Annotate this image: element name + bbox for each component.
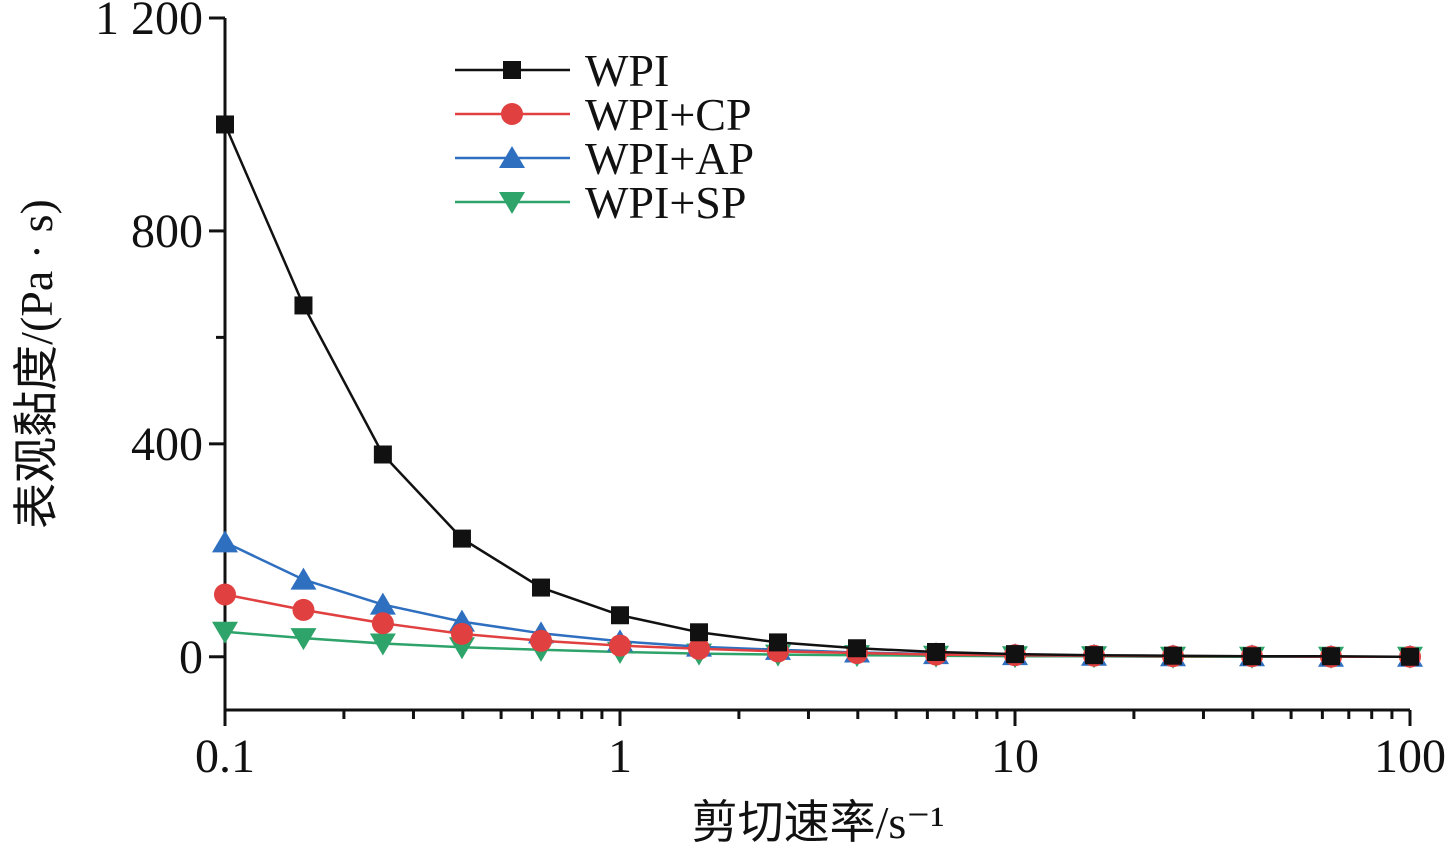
x-tick-label: 100 [1374, 730, 1446, 783]
data-point [290, 567, 317, 590]
data-point [1164, 646, 1183, 665]
series-line [223, 124, 1411, 659]
legend-label: WPI+AP [585, 133, 754, 184]
legend-label: WPI+SP [585, 177, 746, 228]
x-axis-title: 剪切速率/s⁻¹ [692, 797, 945, 848]
x-tick-label: 0.1 [195, 730, 255, 783]
series-line [224, 593, 1410, 659]
data-point [369, 633, 396, 656]
legend-marker [503, 61, 521, 79]
data-point [290, 628, 317, 651]
data-point [369, 592, 396, 615]
data-point [294, 296, 313, 315]
axes: 0 400 800 1 200 0.1 1 10 100 [95, 0, 1446, 783]
legend-label: WPI+CP [585, 89, 752, 140]
legend-label: WPI [585, 45, 669, 96]
data-point [688, 637, 711, 660]
legend-marker [499, 146, 525, 168]
data-point [927, 642, 946, 661]
data-point [216, 115, 234, 134]
data-point [532, 578, 551, 597]
data-point [292, 598, 315, 621]
legend-item-wpi-cp: WPI+CP [455, 89, 752, 140]
data-point [609, 634, 631, 657]
data-point [530, 629, 553, 652]
series-wpi [216, 115, 1419, 666]
data-point [371, 612, 394, 635]
data-point [212, 530, 238, 553]
y-tick-label: 800 [131, 205, 203, 258]
series-group [212, 115, 1423, 669]
data-point [212, 621, 238, 644]
y-tick-label: 400 [131, 418, 203, 471]
data-point [1322, 647, 1341, 666]
series-line [224, 541, 1410, 659]
data-point [373, 445, 392, 464]
legend-marker [499, 192, 525, 214]
data-point [1085, 646, 1104, 665]
data-point [1401, 647, 1419, 666]
data-point [769, 633, 788, 652]
data-point [450, 622, 473, 645]
y-axis-title: 表观黏度/(Pa · s) [11, 199, 62, 529]
legend-marker [501, 103, 523, 125]
data-point [847, 639, 866, 658]
data-point [1242, 647, 1261, 666]
x-tick-label: 1 [608, 730, 632, 783]
data-point [611, 606, 629, 625]
y-tick-label: 0 [179, 631, 203, 684]
data-point [214, 583, 236, 606]
legend-item-wpi: WPI [455, 45, 669, 96]
legend-item-wpi-sp: WPI+SP [455, 177, 746, 228]
x-tick-label: 10 [991, 730, 1039, 783]
data-point [452, 529, 471, 548]
data-point [690, 623, 709, 642]
legend-item-wpi-ap: WPI+AP [455, 133, 754, 184]
data-point [1006, 645, 1024, 664]
y-tick-label: 1 200 [95, 0, 203, 45]
